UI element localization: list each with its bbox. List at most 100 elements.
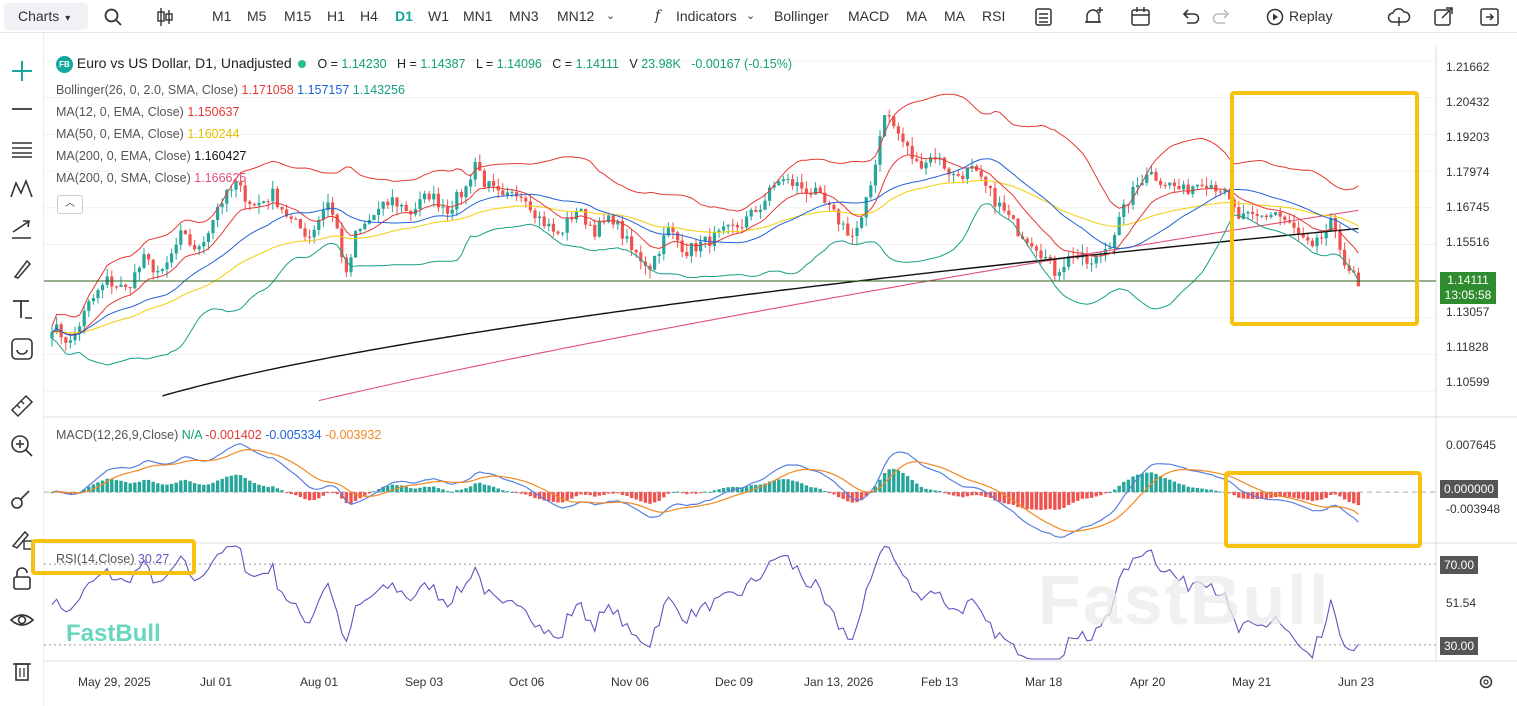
- candle-body: [745, 216, 749, 228]
- ma50-legend[interactable]: MA(50, 0, EMA, Close) 1.160244: [56, 127, 239, 141]
- indicators-button[interactable]: Indicators: [676, 8, 737, 24]
- candle-body: [354, 231, 358, 258]
- trash-icon[interactable]: [9, 658, 35, 684]
- tab-w1[interactable]: W1: [428, 8, 449, 24]
- calendar-icon[interactable]: [1130, 6, 1152, 28]
- macd-histogram-bar: [487, 485, 491, 493]
- sma200-legend[interactable]: MA(200, 0, SMA, Close) 1.166625: [56, 171, 246, 185]
- watermark-logo-right: FastBull: [1038, 561, 1331, 639]
- macd-histogram-bar: [1287, 492, 1292, 498]
- ma12-legend[interactable]: MA(12, 0, EMA, Close) 1.150637: [56, 105, 239, 119]
- macd-histogram-bar: [261, 485, 266, 493]
- chevron-down-icon[interactable]: ⌄: [746, 10, 756, 22]
- macd-legend[interactable]: MACD(12,26,9,Close) N/A -0.001402 -0.005…: [56, 428, 381, 442]
- replay-button[interactable]: Replay: [1289, 8, 1333, 24]
- trend-arrow-icon[interactable]: [9, 216, 35, 242]
- bollinger-legend[interactable]: Bollinger(26, 0, 2.0, SMA, Close) 1.1710…: [56, 83, 405, 97]
- quick-indicator-macd[interactable]: MACD: [848, 8, 890, 24]
- macd-histogram-bar: [560, 492, 565, 503]
- macd-tick-label: -0.003948: [1446, 502, 1501, 516]
- quick-indicator-bollinger[interactable]: Bollinger: [774, 8, 829, 24]
- zoom-in-icon[interactable]: [9, 433, 35, 459]
- candle-body: [625, 236, 629, 239]
- parallel-lines-icon[interactable]: [9, 136, 35, 162]
- candle-body: [542, 216, 546, 227]
- share-icon[interactable]: [1433, 6, 1455, 28]
- replay-icon[interactable]: [1265, 7, 1285, 27]
- macd-histogram-bar: [252, 483, 257, 493]
- macd-histogram-bar: [823, 490, 827, 493]
- undo-icon[interactable]: [1180, 7, 1200, 27]
- tab-m5[interactable]: M5: [247, 8, 267, 24]
- horizontal-line-icon[interactable]: [9, 96, 35, 122]
- quick-indicator-rsi[interactable]: RSI: [982, 8, 1006, 24]
- macd-histogram-bar: [234, 474, 238, 493]
- macd-histogram-bar: [961, 492, 965, 498]
- macd-histogram-bar: [1356, 492, 1361, 506]
- candle-body: [459, 192, 463, 198]
- macd-histogram-bar: [436, 488, 441, 493]
- candle-body: [317, 219, 321, 230]
- candle-body: [685, 251, 689, 257]
- collapse-legend-button[interactable]: ︿: [57, 195, 83, 214]
- macd-histogram-bar: [229, 475, 234, 493]
- macd-histogram-bar: [303, 492, 307, 500]
- ema200-legend[interactable]: MA(200, 0, EMA, Close) 1.160427: [56, 149, 246, 163]
- candle-body: [873, 164, 877, 186]
- redo-icon[interactable]: [1212, 7, 1232, 27]
- pane-separators: [44, 45, 1517, 662]
- candle-body: [202, 241, 206, 247]
- exit-fullscreen-icon[interactable]: [1479, 6, 1501, 28]
- tab-mn12[interactable]: MN12: [557, 8, 595, 24]
- macd-histogram-bar: [1002, 492, 1006, 504]
- ema200-value: 1.160427: [194, 149, 247, 163]
- tab-d1[interactable]: D1: [395, 8, 413, 24]
- tab-mn1[interactable]: MN1: [463, 8, 493, 24]
- tab-h1[interactable]: H1: [327, 8, 345, 24]
- alert-icon[interactable]: [1082, 6, 1104, 28]
- macd-histogram-bar: [464, 488, 468, 493]
- magnet-icon[interactable]: [9, 486, 35, 512]
- macd-histogram-bar: [1204, 489, 1209, 493]
- charts-menu-button[interactable]: Charts ▾: [4, 3, 88, 30]
- macd-histogram-bar: [266, 486, 270, 493]
- rsi-legend[interactable]: RSI(14,Close) 30.27: [56, 552, 169, 566]
- macd-histogram-bar: [1227, 492, 1232, 494]
- ruler-icon[interactable]: [9, 393, 35, 419]
- macd-histogram-bar: [1011, 492, 1016, 505]
- tab-m15[interactable]: M15: [284, 8, 312, 24]
- settings-gear-icon[interactable]: [1479, 675, 1493, 689]
- quick-indicator-ma[interactable]: MA: [906, 8, 927, 24]
- quick-indicator-ma[interactable]: MA: [944, 8, 965, 24]
- date-tick-label: Jun 23: [1338, 675, 1375, 689]
- tab-mn3[interactable]: MN3: [509, 8, 539, 24]
- macd-histogram-bar: [800, 483, 804, 493]
- lock-icon[interactable]: [9, 566, 35, 592]
- eye-icon[interactable]: [9, 607, 35, 633]
- cloud-icon[interactable]: [1387, 6, 1411, 28]
- candle-body: [1154, 171, 1158, 181]
- date-tick-label: Dec 09: [715, 675, 754, 689]
- macd-histogram-bar: [652, 492, 657, 503]
- candle-body: [390, 197, 394, 206]
- template-icon[interactable]: [1034, 7, 1054, 27]
- pattern-icon[interactable]: [9, 176, 35, 202]
- candle-type-icon[interactable]: [155, 6, 175, 28]
- candle-body: [156, 270, 160, 273]
- search-icon[interactable]: [103, 7, 123, 27]
- tab-h4[interactable]: H4: [360, 8, 378, 24]
- macd-histogram-bar: [275, 488, 280, 493]
- text-tool-icon[interactable]: [9, 296, 35, 322]
- macd-histogram-bar: [1071, 492, 1075, 503]
- emoji-icon[interactable]: [9, 336, 35, 362]
- tab-m1[interactable]: M1: [212, 8, 232, 24]
- brush-icon[interactable]: [9, 256, 35, 282]
- macd-histogram-bar: [381, 486, 385, 493]
- crosshair-icon[interactable]: [9, 58, 35, 84]
- chevron-down-icon[interactable]: ⌄: [606, 10, 616, 22]
- candle-body: [519, 196, 523, 198]
- macd-histogram-bar: [639, 492, 643, 502]
- candle-body: [993, 188, 997, 207]
- candle-body: [965, 168, 969, 180]
